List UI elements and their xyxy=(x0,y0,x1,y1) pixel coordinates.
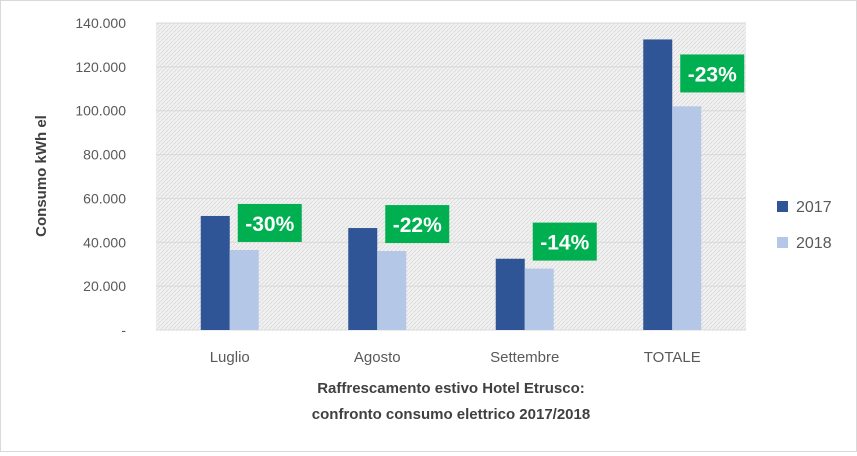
bar-2017-settembre xyxy=(495,258,525,330)
change-badge: -23% xyxy=(680,54,745,93)
change-badge-bg xyxy=(237,203,302,242)
bars xyxy=(200,39,702,330)
legend: 2017 2018 xyxy=(777,199,832,252)
y-tick-labels: - 20.000 40.000 60.000 80.000 100.000 120.000 1… xyxy=(75,15,126,338)
change-badge-bg xyxy=(385,205,450,244)
change-badge-bg xyxy=(680,54,745,93)
y-tick-label: 120.000 xyxy=(75,59,126,75)
y-tick-label: 60.000 xyxy=(83,190,126,206)
bar-2018-totale xyxy=(672,106,702,330)
y-tick-label: 80.000 xyxy=(83,147,126,163)
x-tick-label: Settembre xyxy=(490,349,559,366)
x-axis-title-line-2: confronto consumo elettrico 2017/2018 xyxy=(312,406,590,423)
y-tick-label: 140.000 xyxy=(75,15,126,31)
bar-2018-luglio xyxy=(229,249,259,330)
legend-swatch-2018 xyxy=(777,237,788,248)
change-badge: -14% xyxy=(532,222,597,261)
bar-2017-totale xyxy=(643,39,673,330)
annotations: -30% -22% -14% -23% xyxy=(237,54,745,261)
bar-2017-agosto xyxy=(348,228,378,330)
bar-2017-luglio xyxy=(200,215,230,330)
change-badge-label: -23% xyxy=(688,63,737,86)
y-tick-label: 100.000 xyxy=(75,103,126,119)
x-tick-label: Luglio xyxy=(210,349,250,366)
x-tick-label: TOTALE xyxy=(644,349,701,366)
change-badge: -30% xyxy=(237,203,302,242)
change-badge-label: -30% xyxy=(245,213,294,236)
bar-2018-settembre xyxy=(524,268,554,330)
x-axis-title-line-1: Raffrescamento estivo Hotel Etrusco: xyxy=(317,380,585,397)
bar-2018-agosto xyxy=(377,251,407,330)
change-badge-label: -14% xyxy=(540,232,589,255)
change-badge-label: -22% xyxy=(393,214,442,237)
y-tick-label: 40.000 xyxy=(83,234,126,250)
y-tick-label: 20.000 xyxy=(83,278,126,294)
x-tick-labels: Luglio Agosto Settembre TOTALE xyxy=(210,349,701,366)
legend-label-2017: 2017 xyxy=(796,199,832,216)
change-badge-bg xyxy=(532,222,597,261)
x-tick-label: Agosto xyxy=(354,349,401,366)
legend-swatch-2017 xyxy=(777,201,788,212)
y-axis-title: Consumo kWh el xyxy=(33,115,50,237)
y-tick-label: - xyxy=(121,322,126,338)
change-badge: -22% xyxy=(385,205,450,244)
legend-label-2018: 2018 xyxy=(796,235,832,252)
